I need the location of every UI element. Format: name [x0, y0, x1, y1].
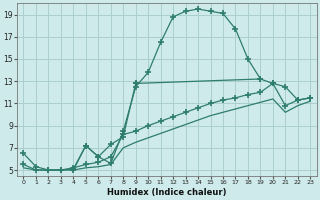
X-axis label: Humidex (Indice chaleur): Humidex (Indice chaleur)	[107, 188, 227, 197]
